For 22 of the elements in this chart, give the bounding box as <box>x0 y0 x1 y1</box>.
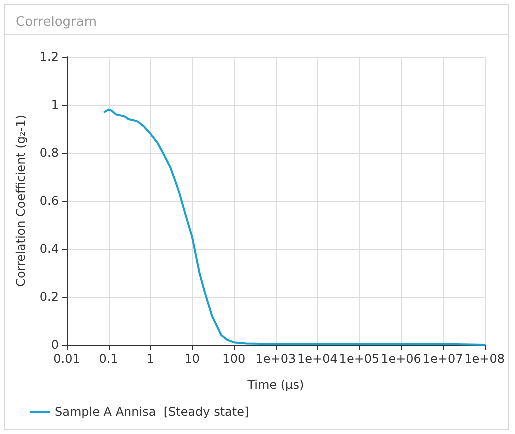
x-tick-label: 1e+08 <box>464 352 505 366</box>
y-tick-label: 0.8 <box>40 146 59 160</box>
x-tick-label: 1e+03 <box>256 352 296 366</box>
x-tick-label: 0.01 <box>54 352 80 366</box>
y-tick-label: 1 <box>51 98 59 112</box>
y-axis-title: Correlation Coefficient (g₂-1) <box>14 115 28 287</box>
x-tick-label: 1e+07 <box>422 352 464 366</box>
x-tick-label: 1e+05 <box>339 352 380 366</box>
x-tick-label: 10 <box>184 352 200 366</box>
y-tick-label: 0.2 <box>40 290 59 304</box>
y-tick-label: 0 <box>51 338 59 352</box>
x-axis-title: Time (µs) <box>246 378 304 392</box>
x-tick-label: 1e+04 <box>298 352 338 366</box>
x-tick-label: 1 <box>146 352 154 366</box>
x-tick-label: 0.1 <box>99 352 118 366</box>
x-tick-label: 1e+06 <box>381 352 422 366</box>
chart-title: Correlogram <box>16 15 97 30</box>
x-tick-label: 100 <box>222 352 246 366</box>
y-tick-label: 0.6 <box>40 194 59 208</box>
y-tick-label: 1.2 <box>40 50 59 64</box>
legend-label: Sample A Annisa [Steady state] <box>55 405 250 419</box>
y-tick-label: 0.4 <box>40 242 59 256</box>
